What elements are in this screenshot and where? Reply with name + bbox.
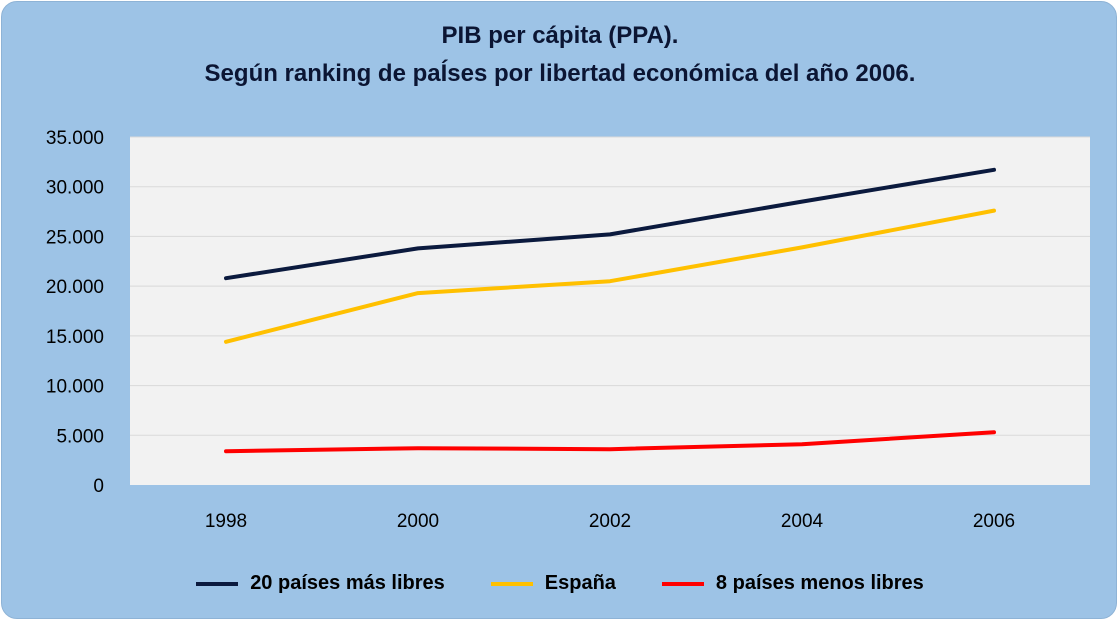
- x-tick-label: 1998: [205, 511, 247, 532]
- legend-swatch: [196, 581, 239, 586]
- legend-label: España: [544, 572, 616, 594]
- y-tick-label: 0: [93, 476, 104, 497]
- legend-item: España: [490, 572, 616, 595]
- x-tick-label: 2006: [973, 511, 1015, 532]
- x-tick-label: 2000: [397, 511, 439, 532]
- chart-title: PIB per cápita (PPA).: [441, 22, 679, 49]
- series-line-1: [224, 167, 996, 281]
- x-tick-label: 2002: [589, 511, 631, 532]
- legend-label: 20 países más libres: [250, 572, 445, 594]
- legend: 20 países más libres España 8 países menos…: [0, 572, 1120, 595]
- y-tick-label: 5.000: [56, 426, 104, 447]
- legend-label: 8 países menos libres: [715, 572, 924, 594]
- legend-swatch: [490, 581, 533, 586]
- plot-area: [130, 137, 1090, 485]
- legend-item: 20 países más libres: [196, 572, 445, 595]
- legend-swatch: [661, 581, 704, 586]
- y-tick-label: 15.000: [46, 327, 104, 348]
- series-line-3: [224, 430, 996, 454]
- y-tick-label: 20.000: [46, 277, 104, 298]
- y-tick-label: 30.000: [46, 178, 104, 199]
- chart-subtitle: Según ranking de paÍses por libertad eco…: [204, 60, 916, 87]
- series-line-2: [224, 208, 996, 344]
- y-tick-label: 10.000: [46, 377, 104, 398]
- legend-item: 8 países menos libres: [661, 572, 924, 595]
- y-tick-label: 25.000: [46, 227, 104, 248]
- y-tick-label: 35.000: [46, 128, 104, 149]
- x-tick-label: 2004: [781, 511, 824, 532]
